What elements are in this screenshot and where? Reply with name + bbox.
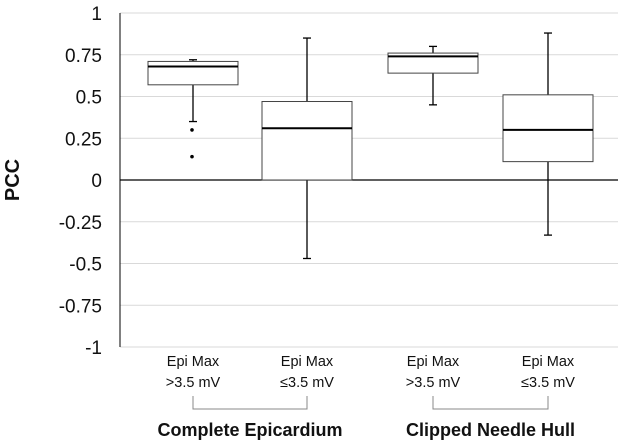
y-tick-label: -0.25 xyxy=(59,213,102,234)
category-label-line1: Epi Max xyxy=(167,354,220,370)
y-tick-label: -0.75 xyxy=(59,296,102,317)
category-label-line2: >3.5 mV xyxy=(406,375,461,391)
category-label-line2: ≤3.5 mV xyxy=(280,375,334,391)
group-label: Clipped Needle Hull xyxy=(406,420,575,440)
category-label-line1: Epi Max xyxy=(522,354,575,370)
y-tick-label: 0 xyxy=(91,171,102,192)
iqr-box xyxy=(387,52,479,74)
category-label-line2: ≤3.5 mV xyxy=(521,375,575,391)
outlier-point xyxy=(190,154,194,159)
y-tick-label: -1 xyxy=(85,338,102,359)
iqr-box xyxy=(147,60,239,86)
box-1 xyxy=(147,59,239,159)
y-axis-title: PCC xyxy=(2,159,24,201)
category-label-line1: Epi Max xyxy=(281,354,334,370)
category-label-line1: Epi Max xyxy=(407,354,460,370)
box-3 xyxy=(387,45,479,106)
y-tick-label: 0.25 xyxy=(65,129,102,150)
gridlines xyxy=(120,12,618,348)
boxes xyxy=(147,32,594,260)
box-4 xyxy=(502,32,594,236)
group-2: Clipped Needle Hull xyxy=(406,396,575,440)
y-tick-label: 1 xyxy=(91,4,102,25)
group-label: Complete Epicardium xyxy=(157,420,342,440)
iqr-box xyxy=(502,94,594,163)
y-tick-label: 0.5 xyxy=(76,88,102,109)
group-bracket xyxy=(432,396,549,410)
y-tick-label: -0.5 xyxy=(69,255,102,276)
group-1: Complete Epicardium xyxy=(157,396,343,440)
y-tick-label: 0.75 xyxy=(65,46,102,67)
category-label-line2: >3.5 mV xyxy=(166,375,221,391)
category-labels: Epi Max >3.5 mV Epi Max ≤3.5 mV Epi Max >3.5 … xyxy=(157,354,575,440)
outlier-point xyxy=(190,128,194,132)
iqr-box xyxy=(261,101,353,181)
group-bracket xyxy=(192,396,308,410)
box-2 xyxy=(261,37,353,260)
y-axis: 1 0.75 0.5 0.25 0 -0.25 -0.5 -0.75 -1 xyxy=(59,4,121,359)
